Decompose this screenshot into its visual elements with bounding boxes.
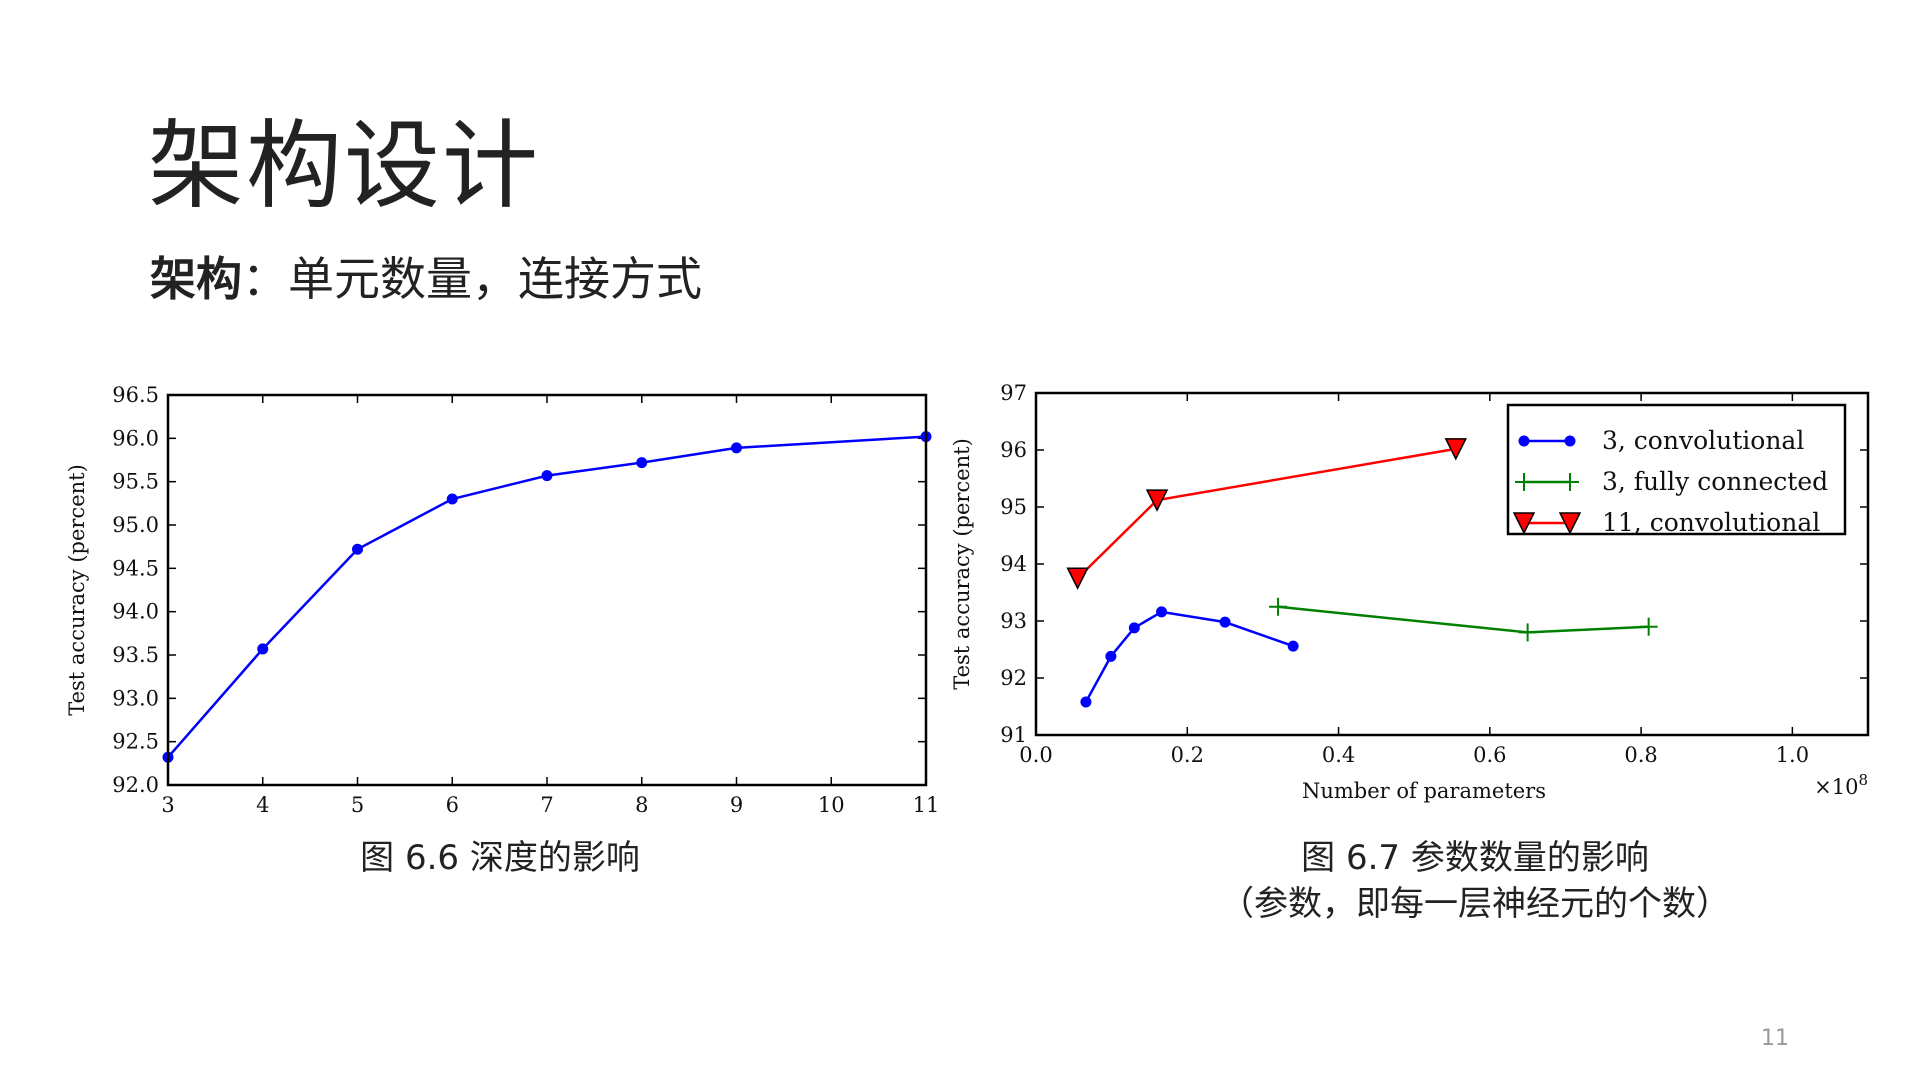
series-line xyxy=(167,435,927,759)
data-point xyxy=(1269,597,1288,616)
data-point xyxy=(1219,616,1231,628)
legend-marker xyxy=(1518,435,1530,447)
data-point xyxy=(352,543,363,555)
y-axis-label: Test accuracy (percent) xyxy=(65,464,89,716)
legend-item: 11, convolutional xyxy=(1512,508,1820,537)
y-tick-label: 94.5 xyxy=(112,556,159,580)
y-tick-label: 92.5 xyxy=(112,730,159,754)
series-line xyxy=(1277,605,1649,634)
legend: 3, convolutional 3, fully connected 11, co… xyxy=(1506,403,1847,537)
data-point xyxy=(1639,617,1658,636)
legend-marker xyxy=(1561,473,1579,491)
caption-depth-text: 图 6.6 深度的影响 xyxy=(360,838,640,878)
x-tick-label: 0.8 xyxy=(1624,743,1657,767)
page-number: 11 xyxy=(1761,1026,1789,1051)
caption-parameters-line2: （参数，即每一层神经元的个数） xyxy=(1220,883,1730,924)
y-tick-label: 91 xyxy=(1000,723,1027,747)
caption-depth-figure: 图 6.6 深度的影响 xyxy=(300,836,700,882)
legend-label: 3, fully connected xyxy=(1602,467,1828,496)
legend-item: 3, convolutional xyxy=(1518,426,1804,455)
y-tick-label: 94 xyxy=(1000,552,1027,576)
parameters-accuracy-chart: 0.0 0.2 0.4 0.6 0.8 1.0 91 92 93 94 95 96 97 Test acc… xyxy=(950,381,1870,803)
subtitle-bold-term: 架构 xyxy=(150,252,242,306)
x-axis-multiplier: ×108 xyxy=(1814,771,1868,799)
data-point xyxy=(1066,567,1089,590)
x-tick-label: 7 xyxy=(540,793,553,817)
series-1 xyxy=(1269,597,1658,642)
series-0 xyxy=(162,431,932,763)
data-point xyxy=(1444,438,1467,461)
y-tick-label: 95.5 xyxy=(112,470,159,494)
x-tick-label: 11 xyxy=(913,793,940,817)
legend-marker xyxy=(1512,512,1536,535)
legend-marker xyxy=(1515,473,1533,491)
data-point xyxy=(446,493,458,505)
plot-frame xyxy=(1034,391,1870,737)
y-tick-label: 92 xyxy=(1000,666,1027,690)
legend-label: 11, convolutional xyxy=(1602,508,1820,537)
y-tick-label: 93.5 xyxy=(112,643,159,667)
data-point xyxy=(1156,606,1168,618)
y-tick-label: 95 xyxy=(1000,495,1027,519)
legend-label: 3, convolutional xyxy=(1602,426,1804,455)
y-tick-label: 94.0 xyxy=(112,600,159,624)
y-axis-label: Test accuracy (percent) xyxy=(950,438,974,690)
legend-marker xyxy=(1564,435,1576,447)
x-tick-label: 0.6 xyxy=(1473,743,1506,767)
series-2 xyxy=(1066,438,1467,590)
data-point xyxy=(1080,696,1092,708)
y-tick-label: 96.0 xyxy=(112,426,159,450)
y-tick-label: 92.0 xyxy=(112,773,159,797)
caption-parameters-figure: 图 6.7 参数数量的影响 （参数，即每一层神经元的个数） xyxy=(1165,836,1785,928)
x-tick-label: 6 xyxy=(446,793,459,817)
x-tick-label: 1.0 xyxy=(1776,743,1809,767)
subtitle-text: ：单元数量，连接方式 xyxy=(242,252,702,306)
x-axis-multiplier-exponent: 8 xyxy=(1858,771,1868,789)
x-axis-label: Number of parameters xyxy=(1302,779,1546,803)
x-tick-label: 4 xyxy=(256,793,269,817)
y-tick-label: 96 xyxy=(1000,438,1027,462)
data-point xyxy=(1287,640,1299,652)
x-tick-label: 0.4 xyxy=(1322,743,1355,767)
depth-accuracy-chart: 3 4 5 6 7 8 9 10 11 92.0 92.5 93.0 93.5 94.0 94.5 95.0 9… xyxy=(65,383,940,817)
data-point xyxy=(1145,489,1169,512)
series-0 xyxy=(1080,606,1299,708)
x-tick-label: 9 xyxy=(730,793,743,817)
y-tick-label: 93 xyxy=(1000,609,1027,633)
data-point xyxy=(1128,622,1140,634)
y-tick-label: 95.0 xyxy=(112,513,159,537)
x-tick-label: 10 xyxy=(818,793,845,817)
y-tick-label: 93.0 xyxy=(112,686,159,710)
x-tick-label: 8 xyxy=(635,793,648,817)
legend-item: 3, fully connected xyxy=(1515,467,1828,496)
data-point xyxy=(636,457,648,469)
data-point xyxy=(1518,623,1537,642)
series-line xyxy=(1076,447,1456,580)
x-tick-label: 3 xyxy=(161,793,174,817)
slide-title: 架构设计 xyxy=(148,110,540,222)
x-tick-label: 0.2 xyxy=(1171,743,1204,767)
y-tick-label: 97 xyxy=(1000,381,1027,405)
y-tick-label: 96.5 xyxy=(112,383,159,407)
legend-marker xyxy=(1558,512,1582,535)
data-point xyxy=(1105,650,1117,662)
caption-parameters-line1: 图 6.7 参数数量的影响 xyxy=(1301,838,1649,878)
data-point xyxy=(257,643,269,655)
slide-subtitle: 架构：单元数量，连接方式 xyxy=(150,256,702,302)
x-tick-label: 0.0 xyxy=(1019,743,1052,767)
data-point xyxy=(541,470,553,482)
x-tick-label: 5 xyxy=(351,793,364,817)
series-line xyxy=(1084,610,1294,703)
plot-frame xyxy=(166,393,928,787)
data-point xyxy=(731,442,742,454)
